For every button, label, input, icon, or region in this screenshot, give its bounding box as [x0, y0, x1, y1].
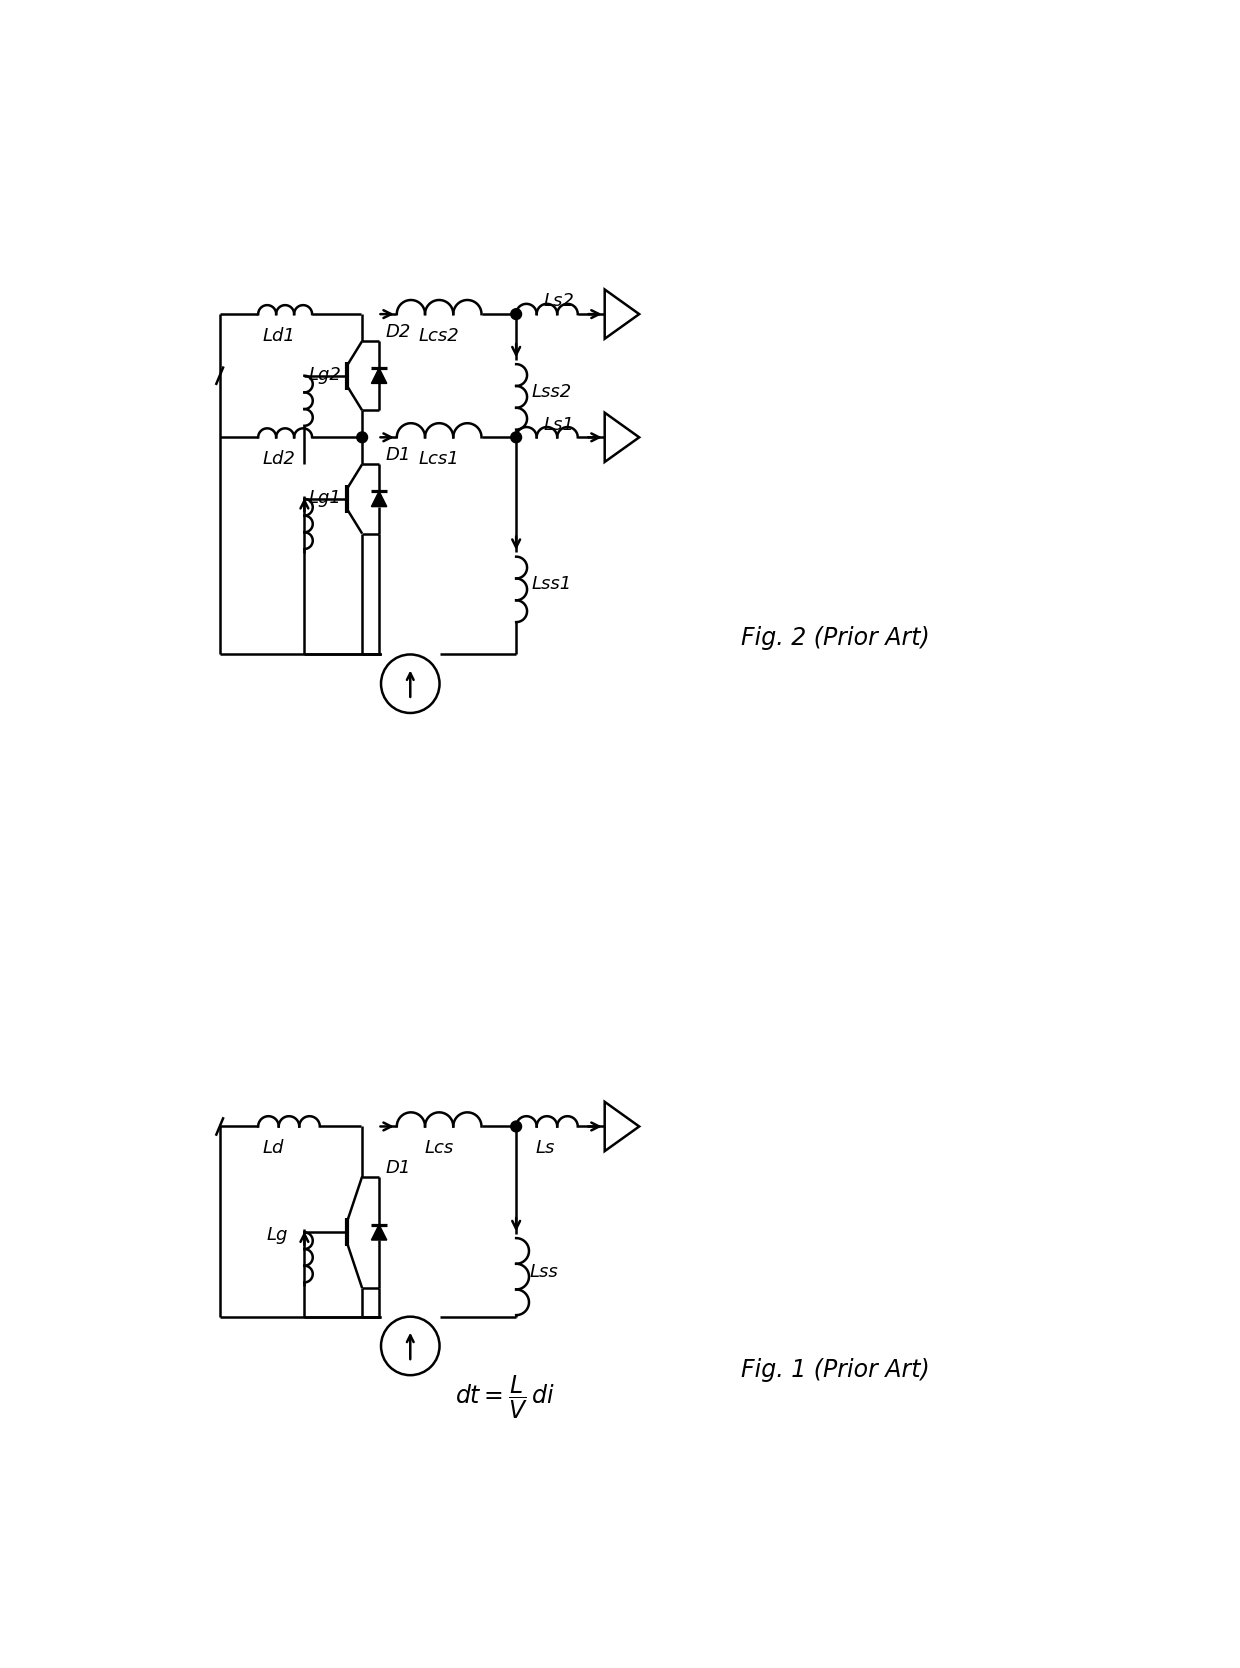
Text: Lg1: Lg1 — [309, 489, 341, 507]
Text: Lg2: Lg2 — [309, 365, 341, 384]
Circle shape — [511, 432, 522, 442]
Polygon shape — [372, 490, 387, 507]
Text: Ls: Ls — [536, 1139, 556, 1158]
Text: Fig. 2 (Prior Art): Fig. 2 (Prior Art) — [742, 626, 930, 651]
Circle shape — [511, 1121, 522, 1133]
Text: Lss: Lss — [529, 1263, 559, 1281]
Text: Lcs2: Lcs2 — [419, 327, 460, 345]
Text: Lcs1: Lcs1 — [419, 450, 460, 469]
Circle shape — [511, 309, 522, 320]
Text: Ld2: Ld2 — [262, 450, 295, 469]
Circle shape — [357, 432, 367, 442]
Text: $dt = \dfrac{L}{V}\,di$: $dt = \dfrac{L}{V}\,di$ — [455, 1373, 554, 1421]
Text: Lss2: Lss2 — [532, 384, 572, 400]
Text: D1: D1 — [386, 1159, 410, 1176]
Text: Lcs: Lcs — [424, 1139, 454, 1158]
Text: Ld: Ld — [262, 1139, 284, 1158]
Text: Ld1: Ld1 — [262, 327, 295, 345]
Text: Lg: Lg — [267, 1226, 288, 1244]
Text: Lss1: Lss1 — [532, 575, 572, 594]
Text: D1: D1 — [386, 447, 410, 464]
Text: D2: D2 — [386, 324, 410, 342]
Text: Fig. 1 (Prior Art): Fig. 1 (Prior Art) — [742, 1358, 930, 1381]
Polygon shape — [372, 1224, 387, 1239]
Polygon shape — [372, 369, 387, 384]
Text: Ls1: Ls1 — [543, 415, 574, 434]
Text: Ls2: Ls2 — [543, 292, 574, 310]
